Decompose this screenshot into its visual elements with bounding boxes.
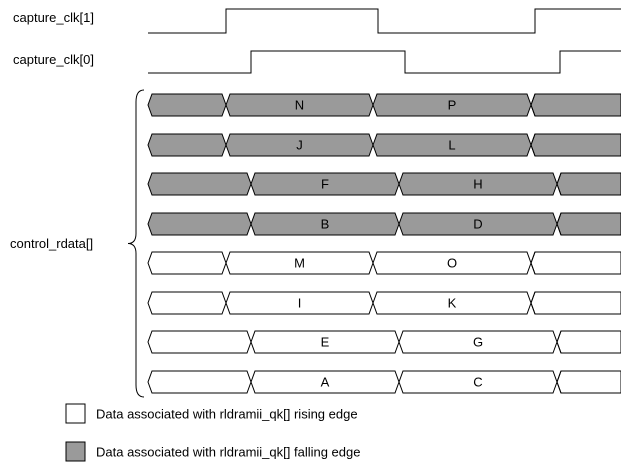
bus-cell xyxy=(147,172,252,196)
bus-cell xyxy=(147,291,227,315)
bus-cell-label: K xyxy=(448,296,457,311)
bus-cell xyxy=(530,291,621,315)
bus-cell-label: C xyxy=(473,375,482,390)
legend-text-falling: Data associated with rldramii_qk[] falli… xyxy=(96,445,360,460)
bus-cell-edge xyxy=(530,133,621,157)
bus-cell-label: J xyxy=(296,138,303,153)
bus-cell xyxy=(147,330,252,354)
bus-cell-edge xyxy=(556,212,621,236)
bus-cell xyxy=(530,133,621,157)
bus-cell-label: O xyxy=(447,256,457,271)
bus-cell xyxy=(556,212,621,236)
bus-cell-label: H xyxy=(473,177,482,192)
clock-label-0: capture_clk[1] xyxy=(13,10,94,25)
bus-cell-label: N xyxy=(295,98,304,113)
bus-cell-edge xyxy=(530,251,621,275)
bus-cell-label: P xyxy=(448,98,457,113)
bus-cell xyxy=(147,251,227,275)
bus-label: control_rdata[] xyxy=(10,236,93,251)
bus-cell-edge xyxy=(556,330,621,354)
clock-waveform-0 xyxy=(148,8,621,34)
bus-cell-label: I xyxy=(298,296,302,311)
bus-cell xyxy=(530,93,621,117)
clock-waveforms: capture_clk[1] capture_clk[0] xyxy=(13,8,621,74)
bus-cell-edge xyxy=(530,291,621,315)
legend-swatch-falling xyxy=(65,441,86,462)
bus-cell xyxy=(556,172,621,196)
data-buses: N PJ LF HB DM OI KE GA C xyxy=(147,93,621,394)
bus-cell-label: B xyxy=(321,217,330,232)
bus-cell-edge xyxy=(556,172,621,196)
bus-cell xyxy=(147,212,252,236)
bus-cell-edge xyxy=(556,370,621,394)
legend: Data associated with rldramii_qk[] risin… xyxy=(65,403,360,462)
bus-brace: control_rdata[] xyxy=(10,89,145,398)
bus-cell-edge xyxy=(530,93,621,117)
bus-cell xyxy=(147,370,252,394)
clock-waveform-1 xyxy=(148,50,621,74)
bus-cell-label: F xyxy=(321,177,329,192)
bus-cell xyxy=(147,93,227,117)
bus-cell xyxy=(530,251,621,275)
bus-cell-label: L xyxy=(448,138,455,153)
bus-cell-label: E xyxy=(321,335,330,350)
legend-swatch-rising xyxy=(65,403,86,424)
legend-text-rising: Data associated with rldramii_qk[] risin… xyxy=(96,407,358,422)
bus-cell-label: G xyxy=(473,335,483,350)
bus-cell-label: D xyxy=(473,217,482,232)
bus-cell xyxy=(556,330,621,354)
brace-icon xyxy=(127,89,145,398)
bus-cell-label: A xyxy=(321,375,330,390)
bus-cell-label: M xyxy=(294,256,305,271)
bus-cell xyxy=(147,133,227,157)
bus-cell xyxy=(556,370,621,394)
clock-label-1: capture_clk[0] xyxy=(13,52,94,67)
